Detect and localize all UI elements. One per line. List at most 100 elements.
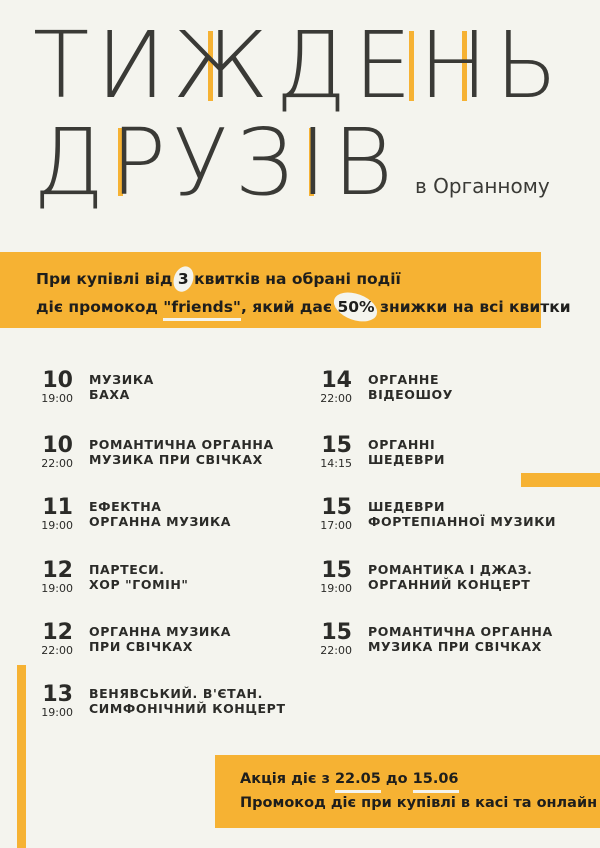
title-letter: Д — [33, 109, 105, 216]
event-title-line: ВЕНЯВСЬКИЙ. В'ЄТАН. — [89, 686, 263, 701]
event-day: 14 — [321, 368, 352, 393]
event-title: ОРГАННА МУЗИКА ПРИ СВІЧКАХ — [89, 624, 231, 654]
event-item: 15 19:00 РОМАНТИКА І ДЖАЗ. ОРГАННИЙ КОНЦЕРТ — [307, 560, 533, 596]
title-line-2: Д Р У З І В — [33, 117, 393, 209]
event-title: ВЕНЯВСЬКИЙ. В'ЄТАН. СИМФОНІЧНИЙ КОНЦЕРТ — [89, 686, 286, 716]
event-date: 15 22:00 — [307, 622, 352, 658]
promo-text-part: При купівлі від — [36, 270, 173, 288]
event-date: 14 22:00 — [307, 370, 352, 406]
event-day: 15 — [321, 433, 352, 458]
event-day: 12 — [42, 620, 73, 645]
promo-code: "friends" — [163, 296, 242, 321]
event-day: 15 — [321, 558, 352, 583]
event-day: 12 — [42, 558, 73, 583]
event-item: 12 19:00 ПАРТЕСИ. ХОР "ГОМІН" — [28, 560, 189, 596]
event-title-line: ОРГАННЕ — [368, 372, 440, 387]
event-title: МУЗИКА БАХА — [89, 372, 154, 402]
title-letter: В — [332, 109, 393, 216]
title-letter: Е — [353, 12, 412, 119]
event-item: 12 22:00 ОРГАННА МУЗИКА ПРИ СВІЧКАХ — [28, 622, 231, 658]
event-title-line: ОРГАННІ — [368, 437, 436, 452]
promo-text-part: діє промокод — [36, 298, 158, 316]
event-time: 22:00 — [41, 457, 73, 470]
event-item: 14 22:00 ОРГАННЕ ВІДЕОШОУ — [307, 370, 453, 406]
event-title: РОМАНТИКА І ДЖАЗ. ОРГАННИЙ КОНЦЕРТ — [368, 562, 533, 592]
discount-value: 50% — [337, 293, 374, 321]
event-date: 12 22:00 — [28, 622, 73, 658]
promo-banner: При купівлі від 3 квитків на обрані поді… — [0, 252, 571, 328]
event-title-line: ОРГАННА МУЗИКА — [89, 514, 232, 529]
event-time: 19:00 — [41, 706, 73, 719]
event-title: ОРГАННІ ШЕДЕВРИ — [368, 437, 445, 467]
event-date: 12 19:00 — [28, 560, 73, 596]
title-letter: Р — [110, 109, 167, 216]
terms-text-part: Промокод діє при купівлі в касі та онлай… — [240, 795, 598, 811]
event-time: 22:00 — [320, 392, 352, 405]
event-date: 15 19:00 — [307, 560, 352, 596]
event-item: 11 19:00 ЕФЕКТНА ОРГАННА МУЗИКА — [28, 497, 231, 533]
accent-bar — [118, 128, 123, 196]
title-letter: Н — [418, 12, 488, 119]
event-time: 19:00 — [41, 392, 73, 405]
start-date: 22.05 — [334, 768, 381, 793]
event-item: 10 22:00 РОМАНТИЧНА ОРГАННА МУЗИКА ПРИ СВІЧ… — [28, 435, 274, 471]
event-date: 10 19:00 — [28, 370, 73, 406]
event-day: 15 — [321, 620, 352, 645]
event-title-line: МУЗИКА — [89, 372, 154, 387]
event-time: 17:00 — [320, 519, 352, 532]
event-title-line: РОМАНТИЧНА ОРГАННА — [368, 624, 553, 639]
event-day: 10 — [42, 368, 73, 393]
event-title: ЕФЕКТНА ОРГАННА МУЗИКА — [89, 499, 231, 529]
event-title-line: ВІДЕОШОУ — [368, 387, 453, 402]
event-title-line: ШЕДЕВРИ — [368, 499, 446, 514]
ticket-count: 3 — [178, 265, 189, 293]
promo-text-part: знижки на всі квитки — [379, 298, 571, 316]
event-item: 10 19:00 МУЗИКА БАХА — [28, 370, 154, 406]
event-title: ПАРТЕСИ. ХОР "ГОМІН" — [89, 562, 189, 592]
title-letter: Д — [275, 12, 347, 119]
title-letter: И — [96, 12, 166, 119]
promo-terms-box: Акція діє з 22.05 до 15.06 Промокод діє … — [215, 755, 600, 828]
event-time: 22:00 — [41, 644, 73, 657]
end-date: 15.06 — [412, 768, 459, 793]
promo-text: При купівлі від 3 квитків на обрані поді… — [36, 265, 571, 321]
event-date: 11 19:00 — [28, 497, 73, 533]
event-time: 19:00 — [41, 582, 73, 595]
event-day: 15 — [321, 495, 352, 520]
title-letter: Ь — [494, 12, 558, 119]
event-time: 22:00 — [320, 644, 352, 657]
event-title-line: ЕФЕКТНА — [89, 499, 162, 514]
event-date: 15 14:15 — [307, 435, 352, 471]
terms-text-part: Акція діє з — [240, 771, 330, 787]
accent-bar — [409, 31, 414, 101]
event-date: 13 19:00 — [28, 684, 73, 720]
promo-terms-text: Акція діє з 22.05 до 15.06 Промокод діє … — [240, 768, 597, 814]
event-title-line: ХОР "ГОМІН" — [89, 577, 189, 592]
event-date: 10 22:00 — [28, 435, 73, 471]
event-title: ШЕДЕВРИ ФОРТЕПІАННОЇ МУЗИКИ — [368, 499, 556, 529]
event-day: 11 — [42, 495, 73, 520]
event-title-line: ПАРТЕСИ. — [89, 562, 165, 577]
title-letter: І — [299, 109, 327, 216]
event-title-line: ОРГАННА МУЗИКА — [89, 624, 232, 639]
event-title-line: РОМАНТИКА І ДЖАЗ. — [368, 562, 533, 577]
title-line-1: Т И Ж Д Е Н Ь — [33, 20, 558, 112]
event-title: РОМАНТИЧНА ОРГАННА МУЗИКА ПРИ СВІЧКАХ — [89, 437, 274, 467]
event-day: 10 — [42, 433, 73, 458]
promo-text-part: , який дає — [241, 298, 333, 316]
event-title-line: ОРГАННИЙ КОНЦЕРТ — [368, 577, 531, 592]
event-time: 19:00 — [41, 519, 73, 532]
event-title-line: ФОРТЕПІАННОЇ МУЗИКИ — [368, 514, 557, 529]
event-date: 15 17:00 — [307, 497, 352, 533]
subtitle: в Органному — [415, 174, 550, 198]
event-item: 15 17:00 ШЕДЕВРИ ФОРТЕПІАННОЇ МУЗИКИ — [307, 497, 556, 533]
event-title-line: РОМАНТИЧНА ОРГАННА — [89, 437, 274, 452]
event-day: 13 — [42, 682, 73, 707]
title-letter: Ж — [172, 12, 269, 119]
title-letter: У — [172, 109, 229, 216]
terms-text-part: до — [385, 771, 408, 787]
event-title-line: СИМФОНІЧНИЙ КОНЦЕРТ — [89, 701, 286, 716]
event-title-line: МУЗИКА ПРИ СВІЧКАХ — [368, 639, 542, 654]
event-title: РОМАНТИЧНА ОРГАННА МУЗИКА ПРИ СВІЧКАХ — [368, 624, 553, 654]
title-letter: Т — [33, 12, 90, 119]
